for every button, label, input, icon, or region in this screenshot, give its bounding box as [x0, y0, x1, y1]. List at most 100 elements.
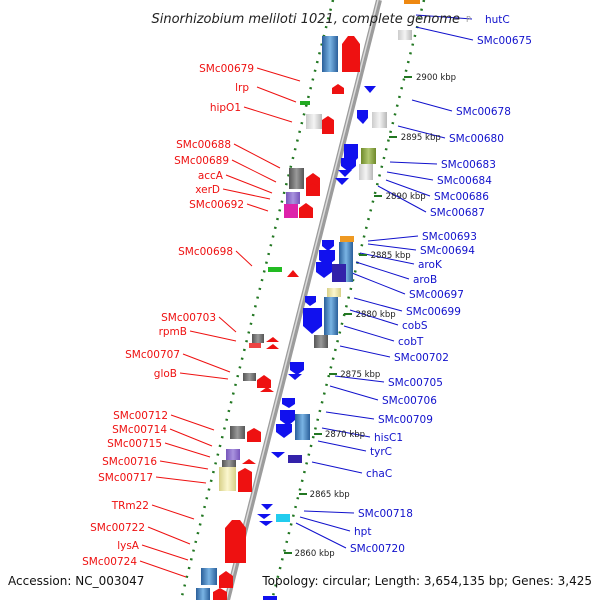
- kbp-label: 2870 kbp: [325, 430, 365, 440]
- gene-box: [372, 112, 387, 128]
- gene-label-right: SMc00683: [441, 159, 496, 171]
- gene-arrow: [305, 296, 316, 306]
- gene-box: [314, 335, 328, 348]
- gene-label-left: SMc00703: [161, 312, 216, 324]
- gene-box: [226, 449, 240, 460]
- gene-label-left: gloB: [154, 368, 177, 380]
- gene-box: [327, 288, 341, 297]
- gene-box: [359, 164, 373, 180]
- gene-box: [201, 568, 217, 585]
- gene-label-right: hisC1: [374, 432, 403, 444]
- gene-box: [276, 514, 290, 522]
- gene-label-left: rpmB: [159, 326, 187, 338]
- accession-text: Accession: NC_003047: [8, 574, 145, 588]
- gene-arrow: [303, 308, 322, 334]
- gene-arrow: [357, 110, 368, 124]
- gene-label-right: SMc00680: [449, 133, 504, 145]
- gene-label-left: accA: [198, 170, 224, 182]
- gene-label-left: SMc00707: [125, 349, 180, 361]
- kbp-label: 2895 kbp: [401, 133, 441, 143]
- gene-arrow: [316, 262, 332, 278]
- gene-arrow: [266, 344, 279, 349]
- gene-box: [361, 148, 376, 164]
- gene-box: [243, 373, 256, 381]
- gene-label-right: cobT: [398, 336, 424, 348]
- gene-label-left: SMc00679: [199, 63, 254, 75]
- gene-box: [322, 36, 338, 72]
- kbp-label: 2890 kbp: [386, 192, 426, 202]
- gene-box: [222, 460, 236, 467]
- gene-label-left: SMc00716: [102, 456, 157, 468]
- gene-arrow: [260, 387, 274, 392]
- gene-arrow: [364, 86, 376, 93]
- gene-box: [219, 467, 236, 491]
- gene-box: [289, 168, 304, 189]
- gene-arrow: [306, 183, 320, 196]
- gene-arrow: [261, 504, 273, 510]
- gene-label-right: SMc00702: [394, 352, 449, 364]
- gene-label-right: SMc00687: [430, 207, 485, 219]
- gene-label-right: SMc00694: [420, 245, 475, 257]
- kbp-label: 2875 kbp: [340, 370, 380, 380]
- kbp-scale-labels: 2900 kbp 2895 kbp 2890 kbp 2885 kbp 2880 kbp…: [295, 73, 456, 559]
- gene-arrow: [322, 116, 334, 134]
- gene-box: [306, 114, 322, 129]
- minus-strand-features: [257, 0, 420, 600]
- gene-label-left: SMc00689: [174, 155, 229, 167]
- summary-text: Topology: circular; Length: 3,654,135 bp…: [262, 574, 592, 588]
- gene-label-left: TRm22: [111, 500, 149, 512]
- gene-box: [404, 0, 420, 4]
- kbp-label: 2885 kbp: [371, 251, 411, 261]
- gene-arrow: [271, 452, 285, 458]
- ghost-label: P: [466, 15, 471, 24]
- gene-label-right: tyrC: [370, 446, 392, 458]
- gene-label-left: xerD: [195, 184, 220, 196]
- gene-arrow: [242, 459, 256, 464]
- gene-label-right: SMc00675: [477, 35, 532, 47]
- gene-box: [249, 343, 261, 348]
- gene-box: [286, 192, 300, 204]
- gene-arrow: [238, 468, 252, 492]
- gene-label-right: SMc00705: [388, 377, 443, 389]
- gene-box: [398, 30, 412, 40]
- gene-label-left: SMc00688: [176, 139, 231, 151]
- gene-label-left: SMc00714: [112, 424, 167, 436]
- gene-arrow: [257, 375, 271, 388]
- gene-arrow: [219, 571, 233, 588]
- gene-label-left: SMc00712: [113, 410, 168, 422]
- gene-box: [263, 596, 277, 600]
- gene-arrow: [332, 84, 344, 94]
- gene-arrow: [341, 158, 356, 172]
- plus-strand-features: [196, 36, 360, 600]
- gene-arrow: [257, 514, 271, 519]
- gene-box: [252, 334, 264, 343]
- gene-arrow: [287, 270, 299, 277]
- gene-label-right: aroK: [418, 259, 443, 271]
- gene-arrow: [280, 410, 295, 426]
- gene-label-right: chaC: [366, 468, 392, 480]
- gene-box: [300, 101, 310, 105]
- kbp-label: 2860 kbp: [295, 549, 335, 559]
- gene-label-right: SMc00709: [378, 414, 433, 426]
- genome-backbone: [224, 0, 382, 600]
- gene-box: [324, 297, 338, 335]
- gene-label-left: SMc00724: [82, 556, 137, 568]
- gene-label-right: SMc00678: [456, 106, 511, 118]
- gene-label-right: SMc00684: [437, 175, 492, 187]
- right-gene-labels: hutC SMc00675 SMc00678 SMc00680 SMc00683 SMc0…: [350, 14, 532, 555]
- gene-label-right: SMc00706: [382, 395, 437, 407]
- gene-arrow: [259, 521, 273, 526]
- gene-arrow: [266, 337, 279, 342]
- gene-label-left: SMc00722: [90, 522, 145, 534]
- gene-label-right: SMc00686: [434, 191, 489, 203]
- gene-label-left: SMc00692: [189, 199, 244, 211]
- gene-arrow: [299, 203, 313, 218]
- gene-label-left: lysA: [117, 540, 140, 552]
- page-title: Sinorhizobium meliloti 1021, complete ge…: [151, 12, 460, 27]
- left-gene-labels: SMc00679 lrp hipO1 SMc00688 SMc00689 accA xerD…: [82, 63, 254, 568]
- gene-label-left: SMc00717: [98, 472, 153, 484]
- gene-box: [230, 426, 245, 439]
- gene-label-left: lrp: [235, 82, 249, 94]
- gene-label-left: SMc00698: [178, 246, 233, 258]
